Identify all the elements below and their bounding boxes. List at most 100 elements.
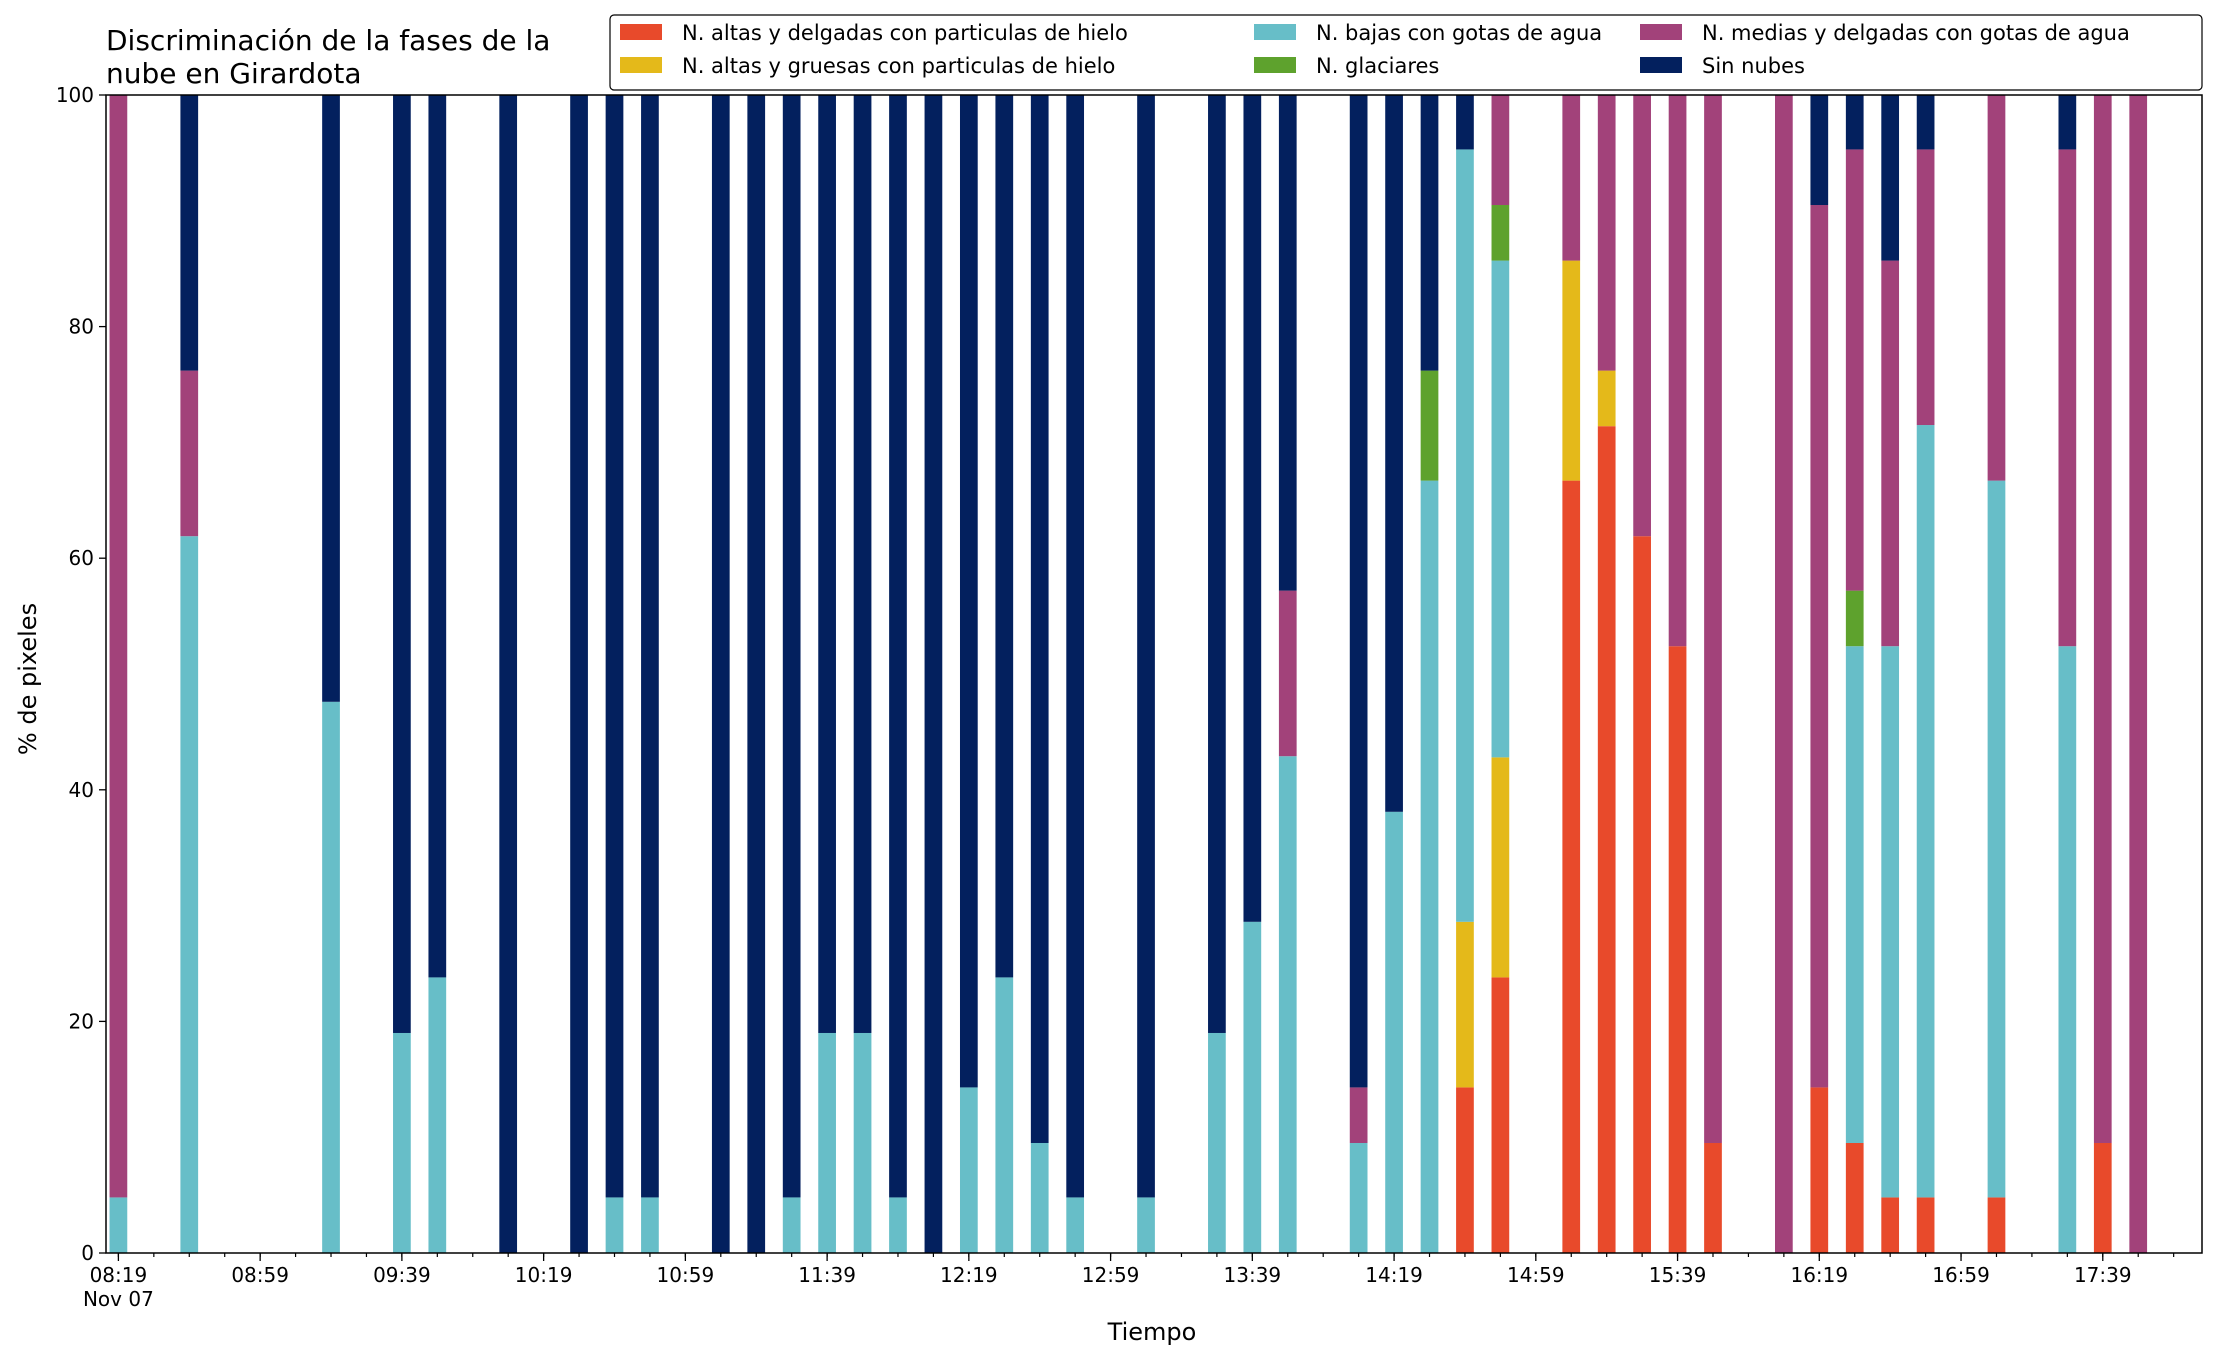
bar-segment xyxy=(1881,260,1900,647)
bar-segment xyxy=(818,95,836,1033)
bar-segment xyxy=(1243,95,1262,922)
bar-segment xyxy=(1845,95,1864,150)
bar-stack-15 xyxy=(924,95,943,1253)
legend-entry: Sin nubes xyxy=(1640,54,1805,78)
bar-segment xyxy=(1208,1032,1226,1253)
bar-segment xyxy=(570,95,588,1253)
bar-segment xyxy=(1137,95,1155,1198)
y-tick-label: 0 xyxy=(81,1241,94,1265)
x-tick-label: 10:19 xyxy=(515,1263,573,1287)
bar-segment xyxy=(1881,1197,1900,1253)
bar-segment xyxy=(1278,95,1297,591)
bar-stack-41 xyxy=(2093,95,2112,1253)
bar-stack-0 xyxy=(109,95,128,1253)
bar-segment xyxy=(109,95,128,1198)
bar-segment xyxy=(641,95,659,1198)
bar-segment xyxy=(1845,1142,1864,1253)
legend-frame xyxy=(609,14,2203,91)
bar-segment xyxy=(1881,95,1900,261)
bar-segment xyxy=(1456,1087,1474,1253)
bar-segment xyxy=(1597,426,1616,1253)
bar-segment xyxy=(1845,590,1864,647)
bar-stack-34 xyxy=(1775,95,1793,1253)
bar-segment xyxy=(180,536,199,1253)
bar-stack-22 xyxy=(1243,95,1262,1253)
bar-segment xyxy=(1420,370,1439,481)
bar-stack-26 xyxy=(1420,95,1439,1253)
bar-segment xyxy=(393,95,411,1033)
x-tick-label: 12:59 xyxy=(1082,1263,1140,1287)
x-tick-label: 17:39 xyxy=(2074,1263,2132,1287)
bar-stack-10 xyxy=(747,95,766,1253)
bar-stack-27 xyxy=(1456,95,1474,1253)
bar-stack-19 xyxy=(1066,95,1085,1253)
legend-entry: N. altas y delgadas con particulas de hi… xyxy=(620,21,1128,45)
bar-stack-37 xyxy=(1881,95,1900,1253)
bar-segment xyxy=(1385,811,1403,1253)
bar-stack-2 xyxy=(322,95,340,1253)
x-tick-sublabel: Nov 07 xyxy=(83,1287,154,1311)
bar-stack-3 xyxy=(393,95,411,1253)
bar-stack-4 xyxy=(428,95,447,1253)
legend-label: N. glaciares xyxy=(1316,54,1439,78)
chart-title-line-1: Discriminación de la fases de la xyxy=(106,24,550,57)
bar-segment xyxy=(1137,1197,1155,1253)
x-tick-label: 15:39 xyxy=(1649,1263,1707,1287)
bar-segment xyxy=(1633,536,1651,1253)
bar-stack-31 xyxy=(1633,95,1651,1253)
bar-segment xyxy=(1987,1197,2006,1253)
bar-stack-6 xyxy=(570,95,588,1253)
bar-stack-35 xyxy=(1810,95,1829,1253)
y-tick-label: 100 xyxy=(56,83,94,107)
bar-segment xyxy=(1845,149,1864,591)
bar-segment xyxy=(1916,425,1935,1198)
bar-segment xyxy=(1456,95,1474,150)
bar-segment xyxy=(1456,149,1474,922)
bar-segment xyxy=(2129,95,2148,1253)
bar-segment xyxy=(1562,480,1581,1253)
bar-segment xyxy=(428,95,447,978)
bar-segment xyxy=(1916,149,1935,426)
bar-segment xyxy=(1597,370,1616,427)
x-tick-label: 14:19 xyxy=(1365,1263,1423,1287)
bar-segment xyxy=(393,1032,411,1253)
bar-segment xyxy=(1916,95,1935,150)
bar-segment xyxy=(1420,480,1439,1253)
bar-segment xyxy=(1491,977,1510,1253)
bar-segment xyxy=(711,95,730,1253)
bar-segment xyxy=(1597,95,1616,371)
y-axis-label: % de pixeles xyxy=(14,603,42,755)
bar-stack-24 xyxy=(1349,95,1368,1253)
bar-segment xyxy=(782,1197,801,1253)
bar-segment xyxy=(853,1032,872,1253)
bar-segment xyxy=(1633,95,1651,537)
bar-stack-23 xyxy=(1278,95,1297,1253)
legend-label: N. altas y gruesas con particulas de hie… xyxy=(682,54,1115,78)
x-tick-label: 08:19 xyxy=(90,1263,148,1287)
legend-swatch xyxy=(1640,24,1682,40)
bar-segment xyxy=(1845,646,1864,1143)
bar-segment xyxy=(2058,149,2077,647)
bar-segment xyxy=(180,95,199,371)
legend-entry: N. glaciares xyxy=(1254,54,1439,78)
bar-segment xyxy=(747,95,766,1253)
bar-segment xyxy=(1810,95,1829,206)
bar-segment xyxy=(1987,480,2006,1198)
y-tick-label: 60 xyxy=(69,546,94,570)
legend-swatch xyxy=(620,24,662,40)
bar-segment xyxy=(959,1087,978,1253)
bar-stack-14 xyxy=(889,95,907,1253)
bar-segment xyxy=(1987,95,2006,481)
bar-segment xyxy=(1881,646,1900,1198)
bar-stack-38 xyxy=(1916,95,1935,1253)
bar-segment xyxy=(924,95,943,1253)
bar-stack-42 xyxy=(2129,95,2148,1253)
bar-stack-18 xyxy=(1030,95,1049,1253)
bar-segment xyxy=(605,1197,624,1253)
bar-segment xyxy=(1030,95,1049,1143)
bar-segment xyxy=(605,95,624,1198)
bar-segment xyxy=(782,95,801,1198)
legend-swatch xyxy=(1254,57,1296,73)
